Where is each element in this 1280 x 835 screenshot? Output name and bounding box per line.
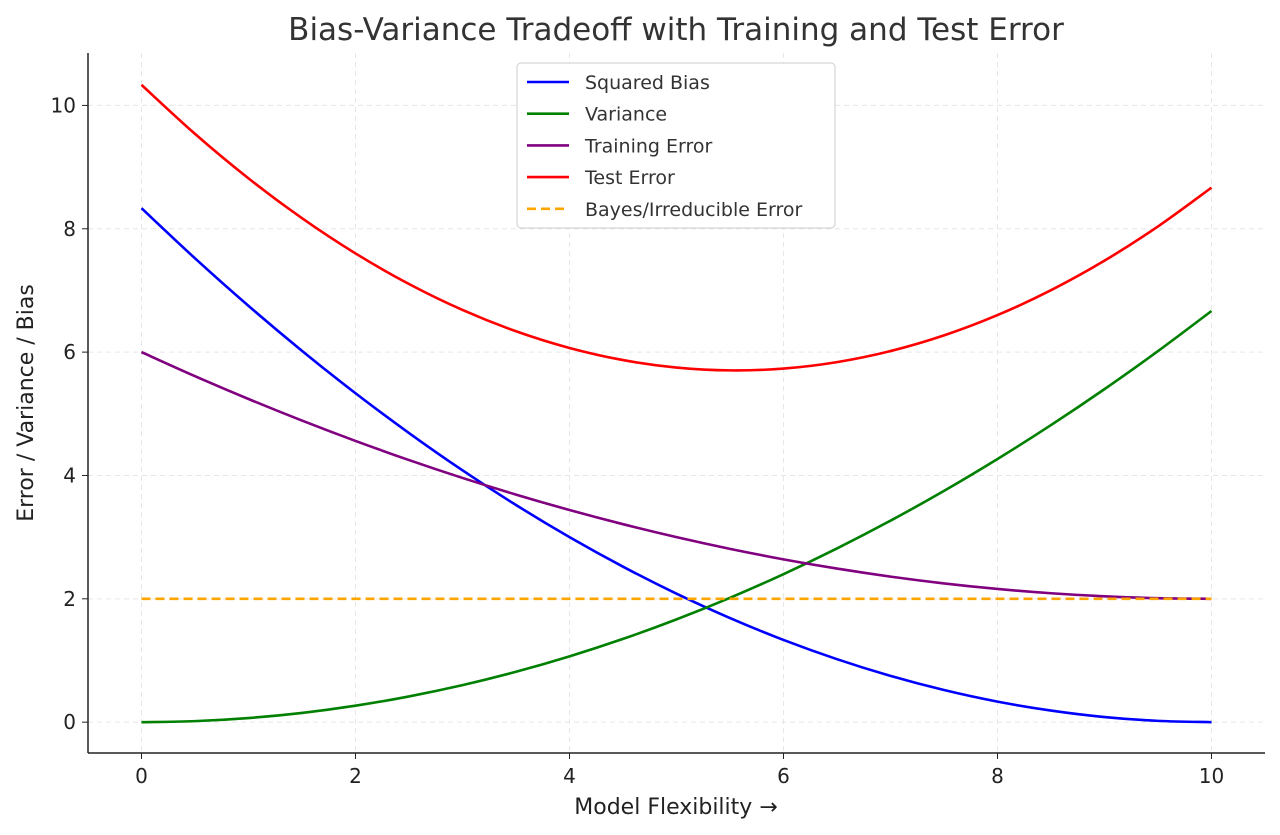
- y-axis-label: Error / Variance / Bias: [14, 284, 39, 522]
- y-tick-label: 2: [63, 587, 76, 611]
- axes: 0 2 4 6 8 10 0 2 4 6 8 10: [51, 53, 1265, 788]
- x-tick-label: 8: [991, 764, 1004, 788]
- legend-box: [516, 62, 836, 229]
- y-tick-label: 4: [63, 463, 76, 487]
- legend-label: Bayes/Irreducible Error: [585, 199, 802, 221]
- chart-title: Bias-Variance Tradeoff with Training and…: [288, 12, 1064, 48]
- y-tick-label: 10: [51, 93, 76, 117]
- legend-item: Training Error: [527, 135, 713, 157]
- y-tick-label: 6: [63, 340, 76, 364]
- series-squared-bias: [140, 207, 1212, 724]
- y-tick-label: 8: [63, 217, 76, 241]
- series-training-error: [140, 350, 1212, 601]
- series-test-error: [140, 83, 1213, 372]
- series-lines: [140, 83, 1213, 724]
- x-tick-label: 6: [777, 764, 790, 788]
- x-tick-label: 4: [563, 764, 576, 788]
- y-tick-label: 0: [63, 710, 76, 734]
- x-tick-label: 2: [349, 764, 362, 788]
- x-axis-label: Model Flexibility →: [574, 795, 777, 820]
- series-variance: [141, 309, 1213, 724]
- legend-label: Test Error: [584, 167, 675, 189]
- legend-label: Training Error: [584, 135, 713, 157]
- legend-label: Variance: [585, 104, 667, 126]
- legend-item: Variance: [527, 104, 667, 126]
- legend-item: Test Error: [527, 167, 675, 189]
- x-tick-label: 0: [135, 764, 148, 788]
- x-tick-label: 10: [1199, 764, 1224, 788]
- legend: Squared Bias Variance Training Error Test E…: [516, 62, 836, 229]
- legend-label: Squared Bias: [585, 72, 710, 94]
- legend-item: Squared Bias: [527, 72, 710, 94]
- legend-item: Bayes/Irreducible Error: [527, 199, 802, 221]
